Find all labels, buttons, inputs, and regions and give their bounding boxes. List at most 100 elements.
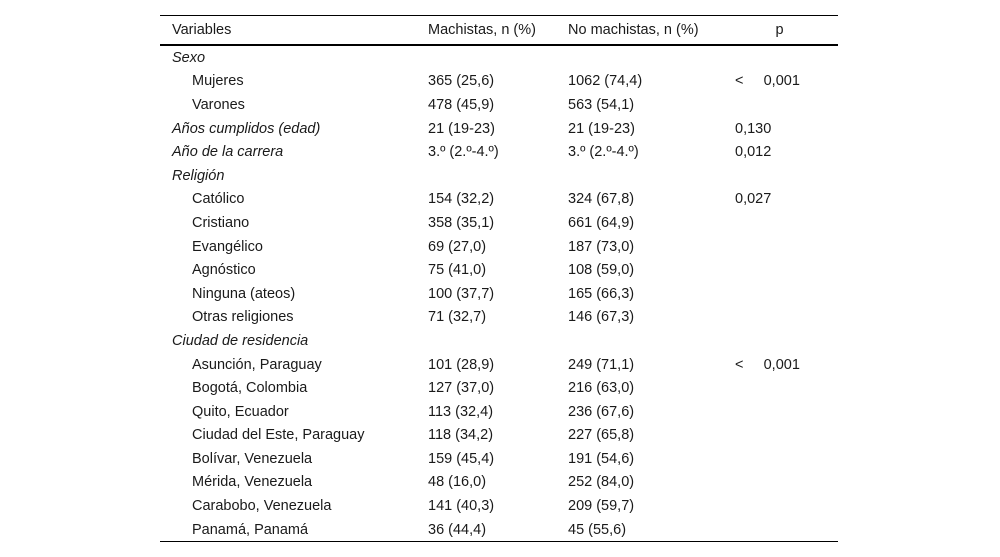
machistas-cell: 48 (16,0) [428, 474, 487, 491]
p-value-cell: 0,027 [735, 191, 772, 208]
no-machistas-cell: 216 (63,0) [568, 380, 635, 397]
machistas-cell: 365 (25,6) [428, 73, 495, 90]
p-value-cell [733, 447, 838, 471]
machistas-cell [428, 329, 568, 353]
table-row: Ninguna (ateos) 100 (37,7) 165 (66,3) [160, 282, 838, 306]
variable-cell: Año de la carrera [172, 144, 284, 161]
machistas-cell: 21 (19-23) [428, 120, 495, 137]
no-machistas-cell: 324 (67,8) [568, 191, 635, 208]
no-machistas-cell: 661 (64,9) [568, 214, 635, 231]
table-row: Ciudad de residencia [160, 329, 838, 353]
p-value-cell [733, 235, 838, 259]
p-value-cell: 0,130 [735, 120, 772, 137]
table-row: Evangélico 69 (27,0) 187 (73,0) [160, 235, 838, 259]
variable-cell: Bolívar, Venezuela [192, 450, 313, 467]
table-row: Ciudad del Este, Paraguay 118 (34,2) 227… [160, 424, 838, 448]
no-machistas-cell: 3.º (2.º-4.º) [568, 144, 639, 161]
p-value-cell [733, 494, 838, 518]
p-value-cell [733, 329, 838, 353]
table-row: Otras religiones 71 (32,7) 146 (67,3) [160, 306, 838, 330]
machistas-cell: 69 (27,0) [428, 238, 487, 255]
p-value-cell [733, 306, 838, 330]
machistas-cell: 154 (32,2) [428, 191, 495, 208]
variable-cell: Religión [172, 167, 225, 184]
no-machistas-cell: 252 (84,0) [568, 474, 635, 491]
variable-cell: Mérida, Venezuela [192, 474, 313, 491]
p-value-cell [733, 400, 838, 424]
p-value-cell [733, 518, 838, 542]
column-header-variables: Variables [172, 22, 232, 38]
p-value-cell [733, 211, 838, 235]
table-row: Agnóstico 75 (41,0) 108 (59,0) [160, 258, 838, 282]
p-value-cell [733, 93, 838, 117]
variable-cell: Asunción, Paraguay [192, 356, 322, 373]
variable-cell: Años cumplidos (edad) [172, 120, 321, 137]
variable-cell: Ninguna (ateos) [192, 285, 296, 302]
machistas-cell: 478 (45,9) [428, 96, 495, 113]
table-row: Año de la carrera 3.º (2.º-4.º) 3.º (2.º… [160, 140, 838, 164]
table-row: Bogotá, Colombia 127 (37,0) 216 (63,0) [160, 376, 838, 400]
machistas-cell: 100 (37,7) [428, 285, 495, 302]
p-value-cell [733, 164, 838, 188]
machistas-cell: 3.º (2.º-4.º) [428, 144, 499, 161]
column-header-p: p [775, 22, 784, 38]
p-value-cell: < 0,001 [735, 73, 800, 90]
p-value-cell [733, 282, 838, 306]
no-machistas-cell: 21 (19-23) [568, 120, 635, 137]
p-value-cell [733, 471, 838, 495]
no-machistas-cell: 209 (59,7) [568, 498, 635, 515]
no-machistas-cell: 563 (54,1) [568, 96, 635, 113]
table-body: Sexo Mujeres 365 (25,6) 1062 (74,4) < 0,… [160, 45, 838, 542]
no-machistas-cell: 1062 (74,4) [568, 73, 643, 90]
machistas-cell: 141 (40,3) [428, 498, 495, 515]
variable-cell: Ciudad del Este, Paraguay [192, 427, 365, 444]
p-value-cell: < 0,001 [735, 356, 800, 373]
variable-cell: Bogotá, Colombia [192, 380, 308, 397]
variable-cell: Sexo [172, 49, 206, 66]
variable-cell: Agnóstico [192, 262, 256, 279]
machistas-cell: 358 (35,1) [428, 214, 495, 231]
machistas-cell: 36 (44,4) [428, 521, 487, 538]
variable-cell: Varones [192, 96, 245, 113]
variable-cell: Quito, Ecuador [192, 403, 289, 420]
column-header-no-machistas: No machistas, n (%) [568, 22, 699, 38]
machistas-cell: 101 (28,9) [428, 356, 495, 373]
no-machistas-cell [568, 45, 733, 70]
table-row: Cristiano 358 (35,1) 661 (64,9) [160, 211, 838, 235]
variable-cell: Mujeres [192, 73, 244, 90]
variable-cell: Cristiano [192, 214, 250, 231]
no-machistas-cell: 45 (55,6) [568, 521, 627, 538]
variable-cell: Carabobo, Venezuela [192, 498, 332, 515]
p-value-cell: 0,012 [735, 144, 772, 161]
statistics-table: Variables Machistas, n (%) No machistas,… [160, 15, 838, 543]
table-row: Panamá, Panamá 36 (44,4) 45 (55,6) [160, 518, 838, 542]
table-row: Carabobo, Venezuela 141 (40,3) 209 (59,7… [160, 494, 838, 518]
p-value-cell [733, 45, 838, 70]
no-machistas-cell [568, 164, 733, 188]
p-value-cell [733, 376, 838, 400]
machistas-cell: 159 (45,4) [428, 450, 495, 467]
p-value-cell [733, 258, 838, 282]
variable-cell: Católico [192, 191, 245, 208]
no-machistas-cell: 236 (67,6) [568, 403, 635, 420]
machistas-cell: 75 (41,0) [428, 262, 487, 279]
column-header-machistas: Machistas, n (%) [428, 22, 536, 38]
table-row: Quito, Ecuador 113 (32,4) 236 (67,6) [160, 400, 838, 424]
variable-cell: Ciudad de residencia [172, 332, 309, 349]
variable-cell: Evangélico [192, 238, 263, 255]
variable-cell: Panamá, Panamá [192, 521, 309, 538]
table-row: Mérida, Venezuela 48 (16,0) 252 (84,0) [160, 471, 838, 495]
machistas-cell: 127 (37,0) [428, 380, 495, 397]
machistas-cell: 118 (34,2) [428, 427, 494, 444]
no-machistas-cell [568, 329, 733, 353]
table-row: Años cumplidos (edad) 21 (19-23) 21 (19-… [160, 117, 838, 141]
table-row: Sexo [160, 45, 838, 70]
table-row: Bolívar, Venezuela 159 (45,4) 191 (54,6) [160, 447, 838, 471]
table-row: Varones 478 (45,9) 563 (54,1) [160, 93, 838, 117]
variable-cell: Otras religiones [192, 309, 294, 326]
table-row: Asunción, Paraguay 101 (28,9) 249 (71,1)… [160, 353, 838, 377]
machistas-cell [428, 164, 568, 188]
no-machistas-cell: 191 (54,6) [568, 450, 635, 467]
table-header: Variables Machistas, n (%) No machistas,… [160, 16, 838, 45]
paper-table-container: Variables Machistas, n (%) No machistas,… [160, 15, 838, 543]
